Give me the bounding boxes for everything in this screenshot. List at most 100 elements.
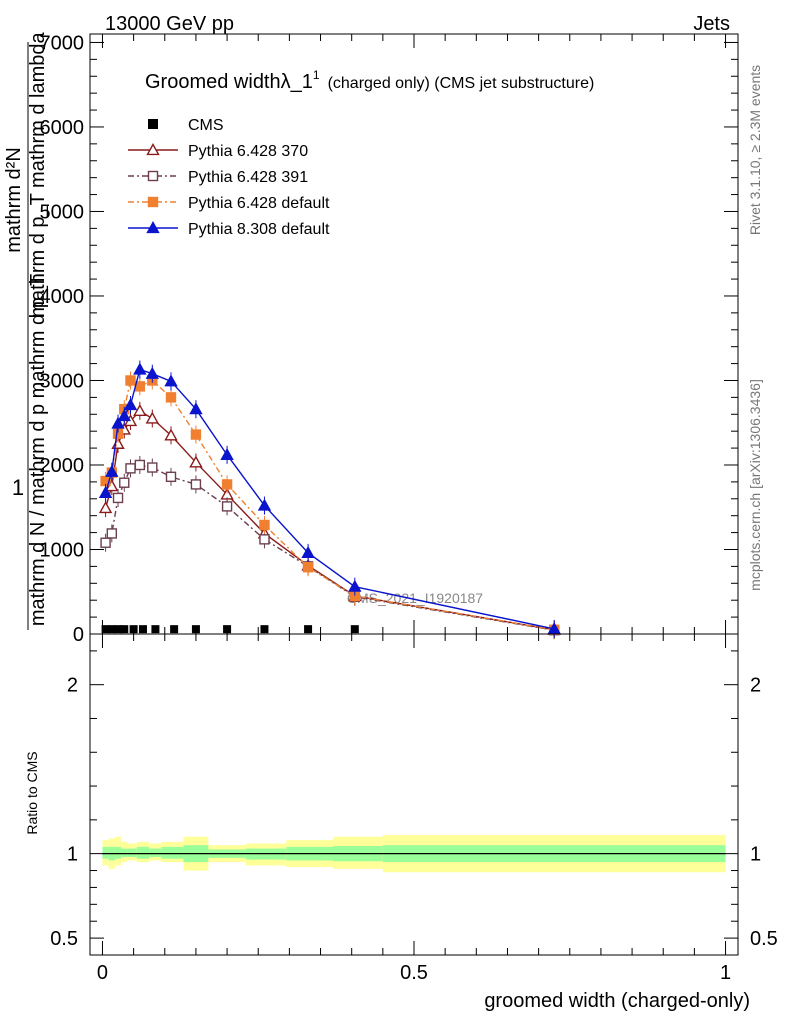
watermark: CMS_2021_I1920187 — [347, 590, 483, 606]
series-point — [98, 485, 113, 498]
series-point — [125, 375, 136, 386]
legend-item: Pythia 6.428 370 — [128, 143, 308, 160]
x-tick-label: 1 — [720, 962, 731, 984]
y-axis-label-numerator-b: mathrm d p_T mathrm d lambda — [27, 31, 49, 317]
series-point — [147, 170, 159, 182]
cms-point — [129, 625, 138, 634]
ratio-tick-label-right: 1 — [750, 844, 761, 866]
series-point — [146, 221, 160, 234]
series-point — [189, 455, 203, 468]
series-point — [105, 464, 119, 477]
ratio-band-inner — [102, 846, 109, 859]
series-point — [112, 492, 124, 504]
cms-point — [304, 625, 313, 634]
series-point — [165, 471, 177, 483]
series-point — [106, 528, 118, 539]
x-axis-label: groomed width (charged-only) — [484, 990, 750, 1012]
cms-point — [107, 625, 116, 634]
series-point — [259, 519, 270, 531]
cms-point — [191, 625, 200, 634]
series-point — [221, 479, 233, 490]
series-point — [165, 392, 177, 403]
x-tick-label: 0 — [97, 962, 108, 984]
y-axis-label-one: 1 — [12, 475, 24, 500]
chart-title-main: Groomed widthλ_1 — [145, 71, 313, 93]
series-point — [111, 416, 125, 429]
y-axis-label-numerator: mathrm d²N — [3, 147, 25, 253]
cms-point — [151, 625, 160, 634]
y-tick-label: 3000 — [40, 370, 85, 392]
ratio-band-inner — [136, 846, 150, 859]
series-point — [146, 143, 160, 156]
y-tick-label: 6000 — [40, 117, 85, 139]
legend-item: Pythia 8.308 default — [128, 221, 330, 238]
series-line — [104, 410, 555, 631]
ratio-band-inner — [121, 848, 128, 858]
series-point — [98, 501, 113, 514]
side-label-rivet: Rivet 3.1.10, ≥ 2.3M events — [747, 65, 763, 235]
cms-point — [114, 625, 123, 634]
ratio-tick-label: 1 — [67, 844, 78, 866]
legend-item: Pythia 6.428 391 — [128, 169, 308, 186]
legend-label: CMS — [188, 117, 224, 134]
header-left: 13000 GeV pp — [105, 13, 234, 35]
ratio-tick-label-right: 0.5 — [750, 928, 778, 950]
series-point — [301, 545, 315, 558]
y-tick-label: 1000 — [40, 539, 85, 561]
series-point — [123, 398, 138, 411]
legend-label: Pythia 6.428 391 — [188, 169, 308, 186]
ratio-frame — [89, 633, 739, 956]
ratio-tick-label-right: 2 — [750, 675, 761, 697]
y-tick-label: 4000 — [40, 286, 85, 308]
series-point — [100, 537, 111, 548]
series-point — [134, 459, 146, 471]
cms-point — [350, 625, 359, 634]
y-tick-label: 0 — [73, 624, 84, 646]
cms-point — [260, 625, 269, 634]
ratio-band-inner — [114, 846, 122, 859]
series-point — [547, 621, 561, 635]
series-point — [221, 501, 233, 512]
legend-label: Pythia 6.428 default — [188, 195, 330, 212]
y-tick-label: 7000 — [40, 32, 85, 54]
series-point — [117, 409, 131, 422]
ratio-band-inner — [149, 848, 162, 858]
series-point — [190, 479, 202, 490]
legend-item: Pythia 6.428 default — [128, 195, 330, 212]
series-point — [190, 429, 202, 440]
chart-title: Groomed widthλ_11 (charged only) (CMS jet… — [145, 68, 594, 93]
series-point — [133, 403, 147, 417]
chart-title-sup: 1 — [313, 68, 320, 82]
ratio-plot: 0.5 0.5 1 1 2 2 0 0.5 1 — [50, 633, 778, 984]
series-line — [104, 464, 555, 631]
side-label-mcplots: mcplots.cern.ch [arXiv:1306.3436] — [747, 379, 763, 591]
cms-point — [138, 625, 147, 634]
series-line — [105, 379, 555, 631]
series-point — [220, 447, 234, 460]
y-tick-label: 2000 — [40, 455, 85, 477]
x-tick-label: 0.5 — [400, 962, 428, 984]
series-point — [145, 411, 159, 424]
cms-point — [101, 625, 110, 634]
series-point — [164, 374, 178, 387]
series-point — [147, 462, 158, 473]
legend-marker — [148, 119, 158, 129]
series-point — [348, 579, 362, 592]
legend-label: Pythia 6.428 370 — [188, 143, 308, 160]
series-point — [189, 402, 203, 415]
chart-title-sub: (charged only) (CMS jet substructure) — [328, 75, 595, 92]
cms-point — [170, 625, 179, 634]
series-point — [145, 366, 159, 379]
y-axis-label-denominator: mathrm d N / mathrm d p mathrm d p_T — [27, 274, 49, 626]
series-point — [257, 498, 272, 511]
series-point — [119, 477, 130, 488]
main-plot: 0 1000 2000 3000 4000 5000 6000 7000 — [40, 32, 739, 646]
header-right: Jets — [693, 13, 730, 35]
ratio-y-axis-label: Ratio to CMS — [24, 751, 40, 834]
cms-point — [120, 625, 129, 634]
series-point — [259, 534, 270, 545]
y-tick-label: 5000 — [40, 201, 85, 223]
series-point — [164, 428, 178, 441]
cms-point — [223, 625, 232, 634]
